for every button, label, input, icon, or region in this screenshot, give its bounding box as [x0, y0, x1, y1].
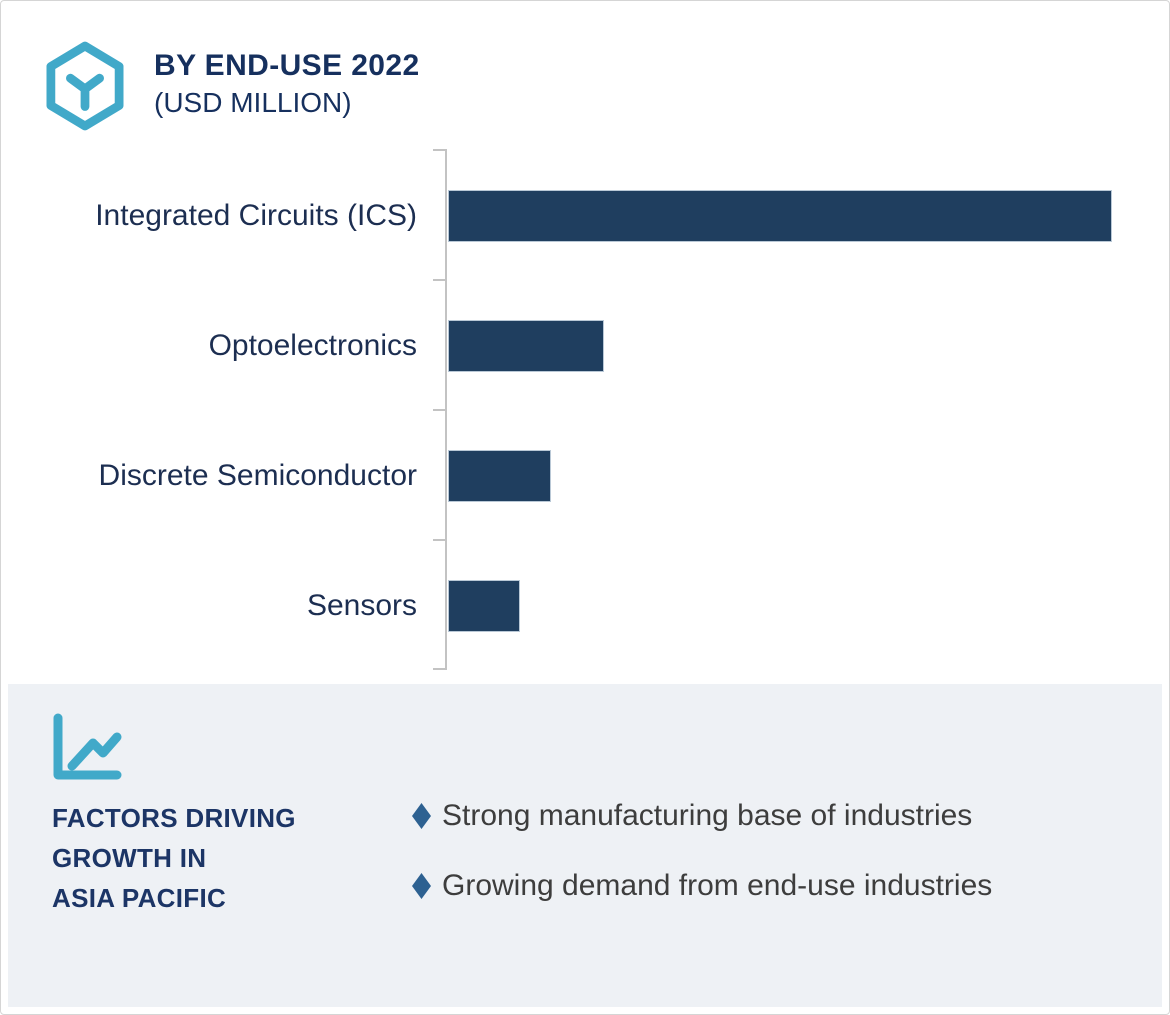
bar-row: Discrete Semiconductor	[1, 411, 1169, 541]
axis-tick	[433, 539, 446, 541]
bar-integrated-circuits-ics	[448, 190, 1112, 242]
diamond-bullet-icon	[412, 873, 431, 899]
factor-text: Strong manufacturing base of industries	[442, 799, 973, 832]
axis-line	[445, 149, 447, 670]
factors-heading: FACTORS DRIVING GROWTH IN ASIA PACIFIC	[52, 803, 296, 913]
bar-row: Integrated Circuits (ICS)	[1, 151, 1169, 281]
category-label: Optoelectronics	[208, 329, 417, 362]
axis-tick	[433, 149, 446, 151]
factor-item: Growing demand from end-use industries	[412, 869, 993, 902]
axis-tick	[433, 279, 446, 281]
axis-tick	[433, 668, 446, 670]
diamond-bullet-icon	[412, 803, 431, 829]
hexagon-y-icon	[46, 41, 124, 131]
bar-discrete-semiconductor	[448, 450, 551, 502]
bar-row: Optoelectronics	[1, 281, 1169, 411]
line-chart-icon	[53, 713, 122, 780]
category-label: Sensors	[306, 589, 417, 622]
factor-item: Strong manufacturing base of industries	[412, 799, 992, 832]
factors-panel: FACTORS DRIVING GROWTH IN ASIA PACIFIC S…	[8, 684, 1162, 1007]
factors-list: Strong manufacturing base of industries …	[412, 799, 993, 940]
category-label: Discrete Semiconductor	[98, 459, 417, 492]
factor-text: Growing demand from end-use industries	[442, 869, 993, 902]
axis-tick	[433, 409, 446, 411]
bar-rows: Integrated Circuits (ICS) Optoelectronic…	[1, 151, 1169, 671]
bar-optoelectronics	[448, 320, 605, 372]
chart-header: BY END-USE 2022 (USD MILLION)	[46, 41, 420, 131]
chart-title-block: BY END-USE 2022 (USD MILLION)	[154, 41, 420, 131]
category-label: Integrated Circuits (ICS)	[95, 199, 417, 232]
chart-subtitle: (USD MILLION)	[154, 87, 352, 118]
bar-sensors	[448, 580, 520, 632]
chart-title: BY END-USE 2022	[154, 49, 420, 82]
bar-row: Sensors	[1, 541, 1169, 671]
